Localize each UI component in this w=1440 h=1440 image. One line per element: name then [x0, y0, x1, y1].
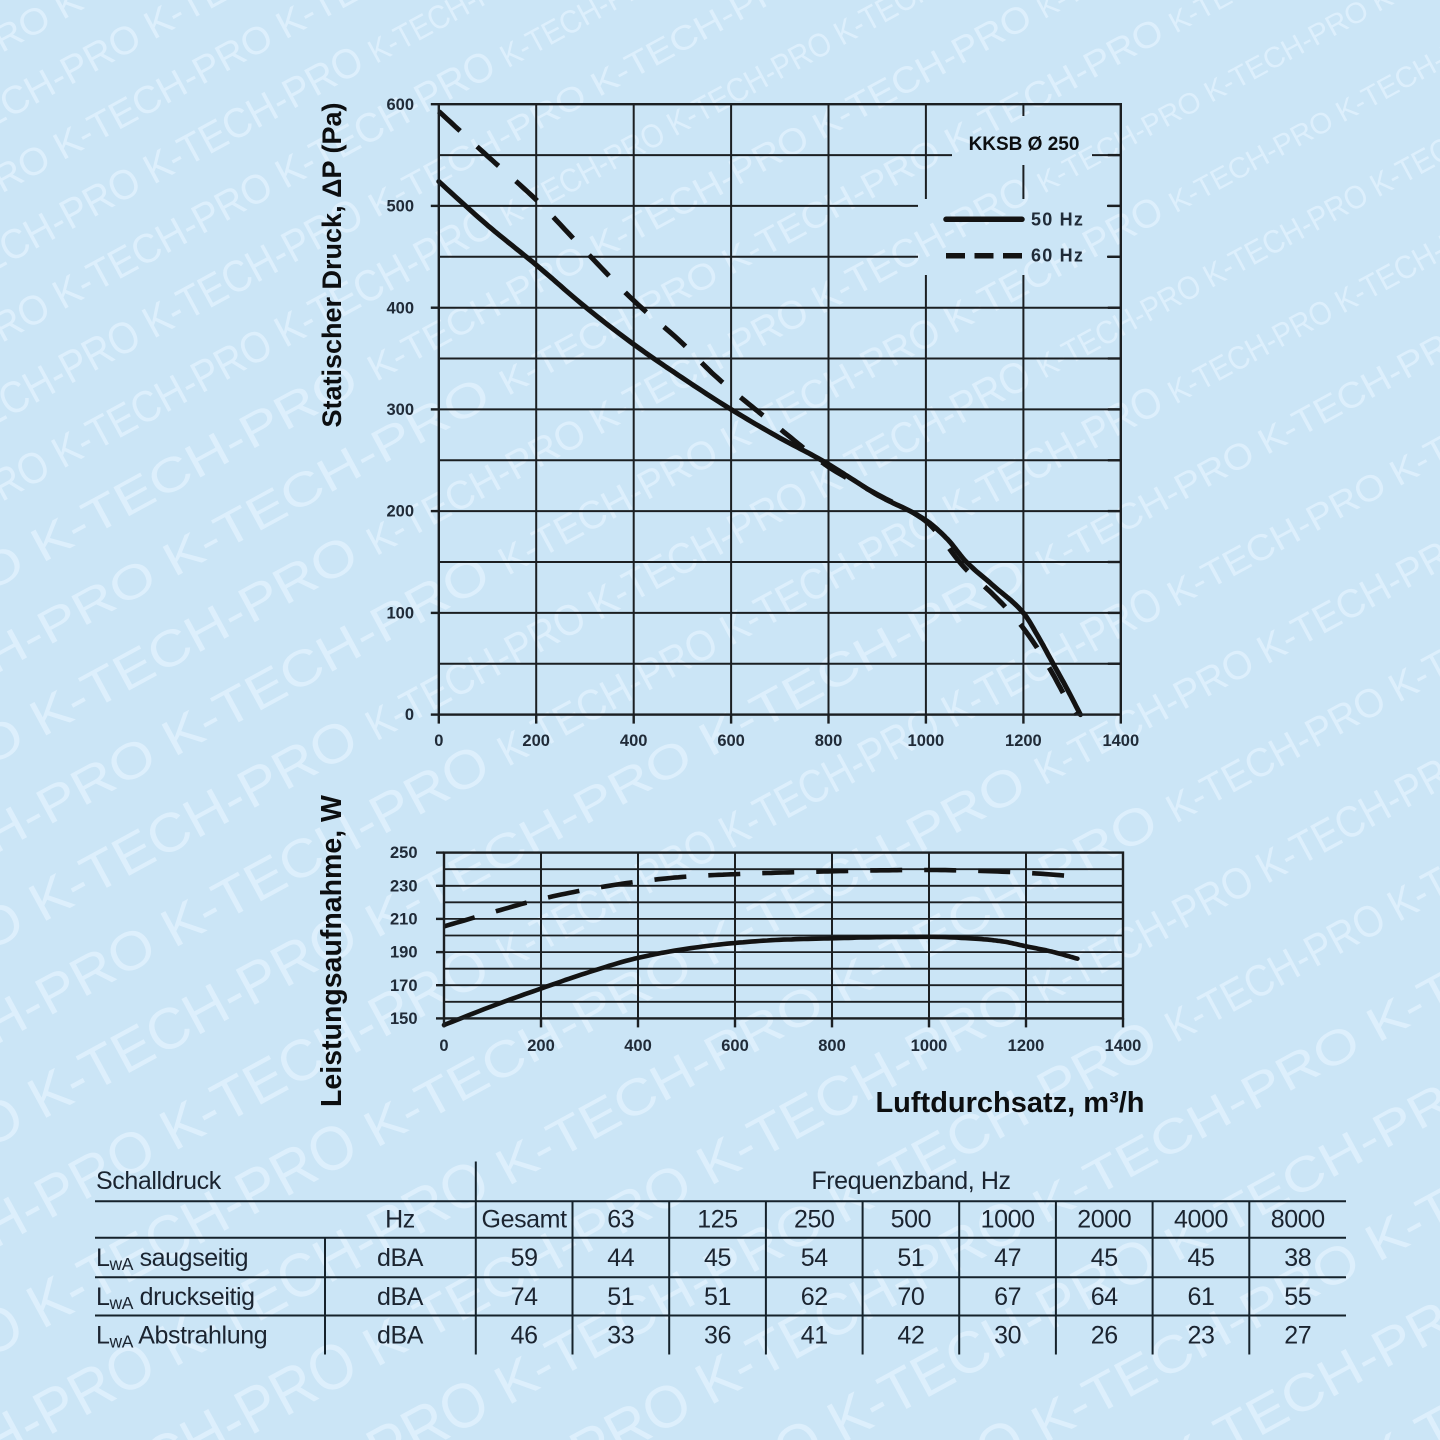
svg-text:1000: 1000 — [908, 732, 945, 750]
svg-text:600: 600 — [717, 732, 745, 750]
svg-text:61: 61 — [1187, 1283, 1214, 1311]
svg-text:1400: 1400 — [1102, 732, 1139, 750]
svg-text:Leistungsaufnahme, W: Leistungsaufnahme, W — [316, 795, 348, 1107]
svg-text:100: 100 — [386, 605, 414, 623]
svg-text:250: 250 — [794, 1206, 835, 1234]
svg-text:59: 59 — [511, 1244, 538, 1272]
svg-text:44: 44 — [607, 1244, 635, 1272]
svg-text:51: 51 — [897, 1244, 924, 1272]
svg-text:51: 51 — [607, 1283, 634, 1311]
svg-text:200: 200 — [522, 732, 550, 750]
svg-text:64: 64 — [1091, 1283, 1119, 1311]
svg-text:230: 230 — [390, 877, 418, 895]
svg-text:1000: 1000 — [981, 1206, 1035, 1234]
svg-text:300: 300 — [386, 401, 414, 419]
svg-text:30: 30 — [994, 1321, 1021, 1349]
svg-text:74: 74 — [511, 1283, 539, 1311]
svg-text:200: 200 — [527, 1037, 555, 1055]
svg-text:400: 400 — [620, 732, 648, 750]
svg-text:Gesamt: Gesamt — [482, 1206, 568, 1234]
svg-text:Luftdurchsatz, m³/h: Luftdurchsatz, m³/h — [875, 1087, 1144, 1119]
svg-text:250: 250 — [390, 844, 418, 862]
svg-text:1400: 1400 — [1105, 1037, 1142, 1055]
svg-text:LwA saugseitig: LwA saugseitig — [96, 1244, 248, 1274]
svg-text:50 Hz: 50 Hz — [1031, 209, 1084, 229]
svg-text:Statischer Druck, ΔP (Pa): Statischer Druck, ΔP (Pa) — [317, 102, 347, 427]
svg-text:1200: 1200 — [1005, 732, 1042, 750]
svg-text:46: 46 — [511, 1321, 538, 1349]
svg-text:47: 47 — [994, 1244, 1021, 1272]
svg-text:41: 41 — [801, 1321, 828, 1349]
svg-text:500: 500 — [891, 1206, 932, 1234]
svg-text:1000: 1000 — [911, 1037, 948, 1055]
svg-text:200: 200 — [386, 503, 414, 521]
svg-text:2000: 2000 — [1077, 1206, 1131, 1234]
svg-text:190: 190 — [390, 944, 418, 962]
svg-text:600: 600 — [386, 96, 414, 114]
svg-text:Hz: Hz — [385, 1206, 415, 1234]
svg-text:400: 400 — [386, 299, 414, 317]
svg-text:27: 27 — [1284, 1321, 1311, 1349]
svg-text:45: 45 — [1091, 1244, 1118, 1272]
svg-text:4000: 4000 — [1174, 1206, 1228, 1234]
svg-text:1200: 1200 — [1008, 1037, 1045, 1055]
svg-text:0: 0 — [434, 732, 443, 750]
svg-text:400: 400 — [624, 1037, 652, 1055]
svg-text:33: 33 — [607, 1321, 634, 1349]
svg-text:70: 70 — [897, 1283, 924, 1311]
svg-text:42: 42 — [897, 1321, 924, 1349]
svg-text:dBA: dBA — [377, 1244, 424, 1272]
svg-text:500: 500 — [386, 198, 414, 216]
svg-text:63: 63 — [607, 1206, 634, 1234]
svg-text:LwA Abstrahlung: LwA Abstrahlung — [96, 1321, 267, 1351]
svg-text:51: 51 — [704, 1283, 731, 1311]
svg-text:45: 45 — [1187, 1244, 1214, 1272]
svg-text:125: 125 — [697, 1206, 738, 1234]
svg-text:60 Hz: 60 Hz — [1031, 246, 1084, 266]
svg-text:55: 55 — [1284, 1283, 1311, 1311]
svg-text:0: 0 — [405, 706, 414, 724]
svg-text:Frequenzband, Hz: Frequenzband, Hz — [811, 1167, 1010, 1195]
svg-text:KKSB Ø 250: KKSB Ø 250 — [969, 134, 1080, 155]
svg-text:Schalldruck: Schalldruck — [96, 1167, 222, 1195]
svg-text:26: 26 — [1091, 1321, 1118, 1349]
svg-text:dBA: dBA — [377, 1283, 424, 1311]
svg-text:170: 170 — [390, 977, 418, 995]
svg-text:54: 54 — [801, 1244, 829, 1272]
svg-text:600: 600 — [721, 1037, 749, 1055]
svg-text:dBA: dBA — [377, 1321, 424, 1349]
svg-text:45: 45 — [704, 1244, 731, 1272]
svg-text:8000: 8000 — [1271, 1206, 1325, 1234]
svg-text:210: 210 — [390, 911, 418, 929]
svg-text:150: 150 — [390, 1010, 418, 1028]
svg-text:800: 800 — [815, 732, 843, 750]
svg-text:67: 67 — [994, 1283, 1021, 1311]
svg-text:36: 36 — [704, 1321, 731, 1349]
svg-text:62: 62 — [801, 1283, 828, 1311]
svg-text:38: 38 — [1284, 1244, 1311, 1272]
svg-text:23: 23 — [1187, 1321, 1214, 1349]
svg-text:0: 0 — [439, 1037, 448, 1055]
svg-text:800: 800 — [818, 1037, 846, 1055]
